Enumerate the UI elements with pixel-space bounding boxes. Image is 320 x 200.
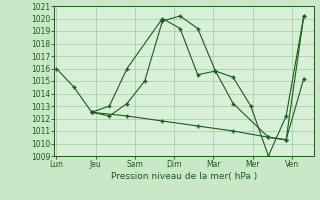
- X-axis label: Pression niveau de la mer( hPa ): Pression niveau de la mer( hPa ): [111, 172, 257, 181]
